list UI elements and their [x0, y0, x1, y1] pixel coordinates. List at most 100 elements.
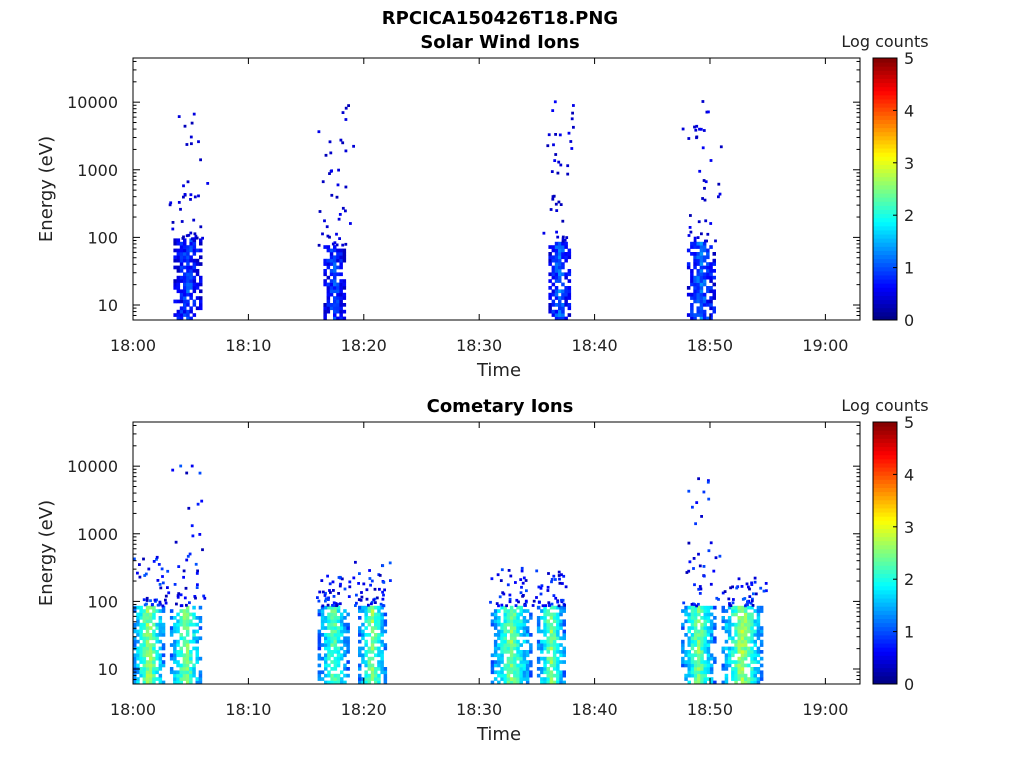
heatmap-cell [554, 292, 559, 297]
heatmap-cell [189, 272, 193, 277]
heatmap-cell [734, 639, 738, 644]
heatmap-cell [508, 593, 512, 597]
heatmap-cell [179, 248, 184, 253]
heatmap-cell [753, 619, 757, 624]
heatmap-cell [144, 572, 148, 576]
heatmap-cell [336, 299, 340, 304]
heatmap-cell [558, 313, 562, 317]
heatmap-cell [750, 650, 754, 654]
heatmap-cell [699, 245, 704, 249]
heatmap-cell [500, 568, 504, 572]
heatmap-cell [564, 245, 568, 249]
heatmap-cell [549, 643, 554, 647]
heatmap-cell [199, 158, 202, 162]
heatmap-cell [557, 574, 561, 577]
heatmap-cell [734, 670, 738, 675]
heatmap-cell [333, 650, 338, 654]
heatmap-cell [520, 569, 524, 573]
heatmap-cell [358, 629, 362, 634]
colorbar-step [873, 291, 897, 296]
heatmap-cell [740, 616, 745, 620]
heatmap-cell [490, 622, 495, 627]
heatmap-cell [696, 286, 700, 290]
heatmap-cell [367, 609, 372, 613]
heatmap-cell [546, 639, 550, 644]
heatmap-cell [543, 660, 547, 664]
heatmap-cell [374, 619, 378, 624]
heatmap-cell [558, 133, 562, 137]
heatmap-cell [753, 639, 757, 644]
heatmap-cell [145, 653, 150, 658]
heatmap-cell [186, 309, 190, 314]
heatmap-cell [765, 589, 768, 593]
heatmap-cell [516, 605, 520, 610]
heatmap-cell [516, 646, 520, 651]
heatmap-cell [552, 656, 557, 661]
heatmap-cell [506, 619, 511, 624]
heatmap-cell [690, 316, 694, 321]
heatmap-cell [750, 660, 754, 664]
heatmap-cell [138, 575, 142, 579]
heatmap-cell [561, 303, 565, 307]
heatmap-cell [513, 626, 517, 630]
heatmap-cell [702, 129, 706, 132]
heatmap-cell [747, 650, 751, 654]
heatmap-cell [195, 286, 200, 290]
heatmap-cell [548, 296, 552, 300]
heatmap-cell [696, 279, 700, 283]
heatmap-cell [513, 612, 517, 617]
heatmap-cell [380, 650, 384, 654]
heatmap-cell [703, 633, 707, 637]
heatmap-cell [709, 299, 713, 304]
heatmap-cell [525, 633, 530, 637]
heatmap-cell [338, 213, 342, 216]
heatmap-cell [333, 309, 337, 314]
colorbar-step [873, 127, 897, 133]
heatmap-cell [550, 578, 554, 581]
heatmap-cell [176, 275, 181, 280]
heatmap-cell [516, 633, 520, 637]
heatmap-cell [552, 626, 557, 630]
heatmap-cell [503, 609, 507, 613]
heatmap-cell [698, 592, 702, 595]
heatmap-cell [690, 609, 695, 613]
heatmap-cell [525, 629, 530, 634]
heatmap-cell [195, 306, 200, 311]
heatmap-cell [179, 207, 182, 211]
heatmap-cell [329, 248, 334, 253]
heatmap-cell [136, 650, 140, 654]
heatmap-cell [176, 286, 181, 290]
heatmap-cell [743, 619, 748, 624]
heatmap-cell [706, 269, 710, 273]
heatmap-cell [490, 670, 495, 675]
heatmap-cell [189, 265, 193, 270]
heatmap-cell [152, 629, 156, 634]
heatmap-cell [756, 633, 761, 637]
heatmap-cell [522, 609, 527, 613]
heatmap-cell [149, 650, 153, 654]
heatmap-cell [336, 650, 341, 654]
heatmap-cell [329, 591, 332, 594]
heatmap-cell [179, 622, 183, 627]
heatmap-cell [548, 252, 552, 256]
heatmap-cell [192, 612, 196, 617]
heatmap-cell [374, 639, 378, 644]
heatmap-cell [696, 296, 700, 300]
heatmap-cell [689, 230, 693, 234]
heatmap-cell [503, 619, 507, 624]
heatmap-cell [564, 258, 568, 263]
colorbar-step [873, 557, 897, 562]
heatmap-cell [377, 680, 381, 685]
heatmap-cell [525, 650, 530, 654]
heatmap-cell [192, 303, 197, 307]
heatmap-cell [525, 663, 530, 668]
heatmap-cell [323, 262, 327, 266]
heatmap-cell [333, 269, 337, 273]
heatmap-cell [320, 626, 325, 630]
heatmap-cell [161, 633, 166, 637]
heatmap-cell [554, 262, 559, 266]
heatmap-cell [693, 296, 697, 300]
heatmap-cell [552, 605, 557, 610]
heatmap-cell [558, 577, 561, 581]
heatmap-cell [693, 289, 697, 294]
